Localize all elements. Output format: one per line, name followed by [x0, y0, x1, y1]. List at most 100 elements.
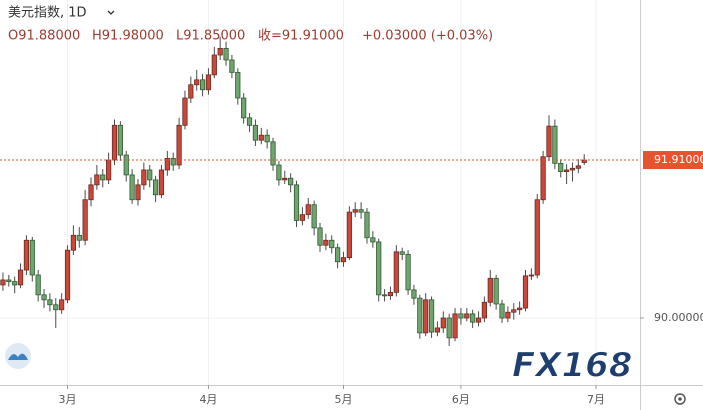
candle-body [276, 164, 282, 181]
candle-body [446, 317, 452, 339]
candle-body [29, 239, 35, 276]
candle-body [434, 327, 441, 333]
candle-body [6, 279, 12, 283]
candle-body [428, 299, 435, 333]
candle-body [499, 303, 505, 319]
candle-body [246, 117, 253, 126]
last-price-label: 91.91000 [654, 153, 703, 166]
candle-body [106, 159, 112, 181]
candle-body [452, 313, 458, 339]
y-tick-label: 90.00000 [654, 311, 703, 324]
ohlc-value: 收=91.91000 [258, 29, 344, 44]
candle-body [329, 239, 335, 249]
candle-body [235, 71, 241, 99]
candle-body [464, 313, 470, 319]
x-tick-label: 6月 [452, 393, 470, 406]
candle-body [123, 154, 129, 176]
candle-body [264, 134, 270, 143]
candle-body [346, 211, 352, 259]
candle-body [299, 214, 305, 221]
candle-body [340, 257, 347, 263]
x-tick-label: 7月 [587, 393, 605, 406]
candle-body [47, 299, 53, 306]
candle-body [223, 47, 229, 61]
candle-body [511, 309, 517, 313]
candle-body [158, 169, 165, 196]
candle-body [546, 125, 552, 158]
candle-body [0, 279, 6, 286]
candle-body [387, 291, 394, 297]
watermark: FX168 [512, 346, 632, 386]
candle-body [564, 169, 570, 173]
candle-body [323, 239, 329, 246]
candle-body [487, 277, 493, 303]
candle-body [59, 299, 65, 311]
candle-body [575, 165, 581, 169]
candle-body [111, 124, 118, 161]
candle-body [317, 227, 323, 246]
ohlc-value: L91.85000 [176, 29, 245, 44]
candle-body [288, 177, 294, 186]
ohlc-value: +0.03000 (+0.03%) [362, 29, 493, 44]
candle-body [534, 199, 540, 276]
x-tick-label: 5月 [334, 393, 352, 406]
candle-body [64, 249, 71, 301]
candle-body [35, 274, 41, 296]
settings-icon[interactable] [674, 393, 686, 405]
candle-body [194, 79, 200, 86]
candle-body [147, 169, 153, 181]
candle-body [417, 297, 423, 334]
candle-body [23, 239, 30, 271]
candle-body [12, 281, 18, 286]
candle-body [569, 167, 576, 171]
candle-body [76, 234, 82, 241]
candle-body [182, 97, 188, 126]
candle-body [141, 169, 147, 186]
candle-body [405, 253, 411, 291]
candle-body [117, 124, 123, 156]
candle-body [481, 301, 488, 319]
candle-body [241, 97, 247, 119]
candle-body [176, 124, 182, 166]
candle-body [305, 204, 311, 216]
candle-body [558, 162, 564, 173]
candle-body [470, 313, 476, 323]
candle-body [522, 275, 529, 309]
candle-body [217, 47, 223, 56]
candle-body [270, 141, 276, 166]
interval-dropdown[interactable] [107, 10, 115, 15]
candle-body [229, 59, 235, 73]
candle-body [41, 294, 47, 301]
candle-body [205, 74, 212, 91]
candle-body [293, 184, 300, 221]
candle-body [393, 251, 399, 293]
candle-body [475, 317, 482, 323]
candle-body [135, 184, 141, 201]
candle-body [376, 241, 382, 296]
candle-body [364, 211, 370, 239]
plot-area [0, 0, 640, 385]
x-tick-label: 3月 [59, 393, 77, 406]
candle-body [199, 79, 206, 91]
candle-body [505, 311, 511, 319]
candle-body [252, 124, 259, 141]
ohlc-value: O91.88000 [8, 29, 80, 44]
candle-body [311, 204, 317, 229]
last-price-box [643, 151, 703, 170]
logo-icon [5, 343, 31, 369]
candle-body [170, 157, 176, 166]
candle-body [440, 317, 446, 329]
candle-body [70, 234, 76, 251]
ohlc-legend: O91.88000 H91.98000 L91.85000 收=91.91000 +0.… [8, 29, 493, 44]
candle-body [411, 289, 417, 299]
candle-body [493, 277, 499, 305]
candle-body [188, 84, 194, 99]
candle-body [458, 313, 464, 319]
chart-title: 美元指数, 1D [8, 6, 87, 21]
candle-body [129, 174, 135, 201]
candle-body [540, 156, 546, 201]
candle-body [399, 251, 405, 255]
